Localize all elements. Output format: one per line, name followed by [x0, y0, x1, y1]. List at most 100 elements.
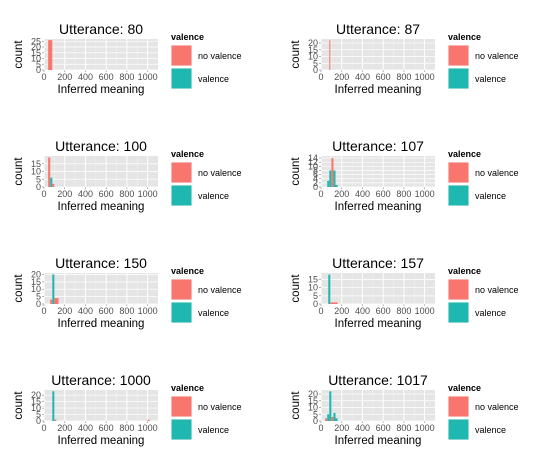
x-tick-label: 1000: [138, 72, 158, 82]
x-tick-label: 600: [99, 189, 114, 199]
x-tick-label: 1000: [415, 72, 435, 82]
y-tick-label: 10: [308, 283, 318, 293]
legend-key-no-valence: [171, 279, 192, 300]
y-axis-label: count: [13, 274, 25, 303]
y-tick-label: 10: [308, 161, 318, 171]
histogram-bar: [329, 40, 331, 70]
y-axis-label: count: [290, 40, 302, 69]
legend-label: no valence: [198, 402, 242, 412]
histogram-bar: [333, 412, 336, 421]
chart-panel-1: Utterance: 80 0 200 400 600 800 1000 0510152025…: [13, 21, 242, 96]
y-tick-label: 10: [308, 403, 318, 413]
legend-key-no-valence: [448, 45, 469, 66]
x-tick-label: 0: [318, 306, 323, 316]
legend-title: valence: [448, 32, 481, 42]
legend-label: valence: [198, 74, 229, 84]
y-tick-label: 0: [313, 65, 318, 75]
histogram-bar: [329, 391, 332, 421]
x-tick-label: 600: [99, 72, 114, 82]
y-tick-label: 4: [313, 174, 318, 184]
panel-background: [321, 156, 435, 187]
y-tick-label: 20: [31, 390, 41, 400]
histogram-bar: [329, 170, 332, 187]
y-tick-label: 0: [313, 299, 318, 309]
legend-title: valence: [171, 149, 204, 159]
x-tick-label: 1000: [138, 306, 158, 316]
histogram-bar: [147, 419, 150, 421]
legend-label: valence: [475, 308, 506, 318]
panel-background: [44, 273, 158, 304]
legend-key-valence: [448, 302, 469, 323]
x-tick-label: 0: [41, 189, 46, 199]
legend-label: valence: [475, 425, 506, 435]
x-tick-label: 0: [41, 423, 46, 433]
x-tick-label: 200: [57, 423, 72, 433]
legend-label: valence: [198, 308, 229, 318]
x-tick-label: 200: [334, 72, 349, 82]
x-tick-label: 1000: [415, 189, 435, 199]
legend-key-valence: [171, 185, 192, 206]
y-tick-label: 15: [31, 48, 41, 58]
x-axis-label: Inferred meaning: [335, 435, 422, 447]
y-tick-label: 5: [36, 59, 41, 69]
histogram-bar: [335, 184, 338, 187]
panel-background: [321, 273, 435, 304]
legend-label: no valence: [198, 51, 242, 61]
legend-label: valence: [475, 191, 506, 201]
y-tick-label: 25: [31, 36, 41, 46]
x-axis-label: Inferred meaning: [58, 435, 145, 447]
x-tick-label: 200: [334, 423, 349, 433]
chart-panel-8: Utterance: 1017 0 200 400 600 800 1000 05101520…: [290, 372, 519, 447]
y-tick-label: 6: [313, 170, 318, 180]
x-tick-label: 600: [376, 189, 391, 199]
x-tick-label: 800: [119, 72, 134, 82]
x-tick-label: 1000: [415, 423, 435, 433]
y-tick-label: 10: [31, 403, 41, 413]
histogram-bar: [48, 40, 53, 70]
x-tick-label: 200: [334, 189, 349, 199]
x-tick-label: 800: [119, 306, 134, 316]
legend-title: valence: [171, 266, 204, 276]
histogram-bar: [54, 419, 57, 421]
y-axis-label: count: [13, 157, 25, 186]
x-tick-label: 600: [376, 306, 391, 316]
legend-key-valence: [448, 419, 469, 440]
x-tick-label: 400: [78, 423, 93, 433]
histogram-bar: [335, 418, 338, 421]
x-tick-label: 1000: [138, 423, 158, 433]
x-tick-label: 400: [355, 423, 370, 433]
legend-label: valence: [198, 191, 229, 201]
y-tick-label: 0: [36, 299, 41, 309]
histogram-bar: [325, 418, 328, 421]
histogram-bar: [48, 157, 51, 187]
chart-title: Utterance: 80: [59, 21, 143, 37]
panel-background: [44, 39, 158, 70]
x-tick-label: 800: [396, 72, 411, 82]
y-tick-label: 12: [308, 157, 318, 167]
panel-background: [321, 390, 435, 421]
panel-background: [44, 390, 158, 421]
histogram-bar: [331, 158, 334, 187]
chart-title: Utterance: 1000: [51, 372, 151, 388]
x-tick-label: 1000: [415, 306, 435, 316]
y-tick-label: 15: [308, 396, 318, 406]
y-tick-label: 20: [308, 38, 318, 48]
x-tick-label: 800: [396, 423, 411, 433]
histogram-bar: [50, 299, 53, 304]
chart-title: Utterance: 87: [336, 21, 420, 37]
legend-key-valence: [448, 185, 469, 206]
x-tick-label: 200: [334, 306, 349, 316]
x-axis-label: Inferred meaning: [335, 318, 422, 330]
histogram-bar: [328, 274, 331, 304]
legend-key-no-valence: [171, 162, 192, 183]
x-tick-label: 0: [318, 189, 323, 199]
histogram-bar: [52, 274, 55, 304]
legend-key-no-valence: [448, 279, 469, 300]
y-axis-label: count: [290, 157, 302, 186]
histogram-bar: [330, 302, 338, 304]
legend-label: no valence: [198, 168, 242, 178]
